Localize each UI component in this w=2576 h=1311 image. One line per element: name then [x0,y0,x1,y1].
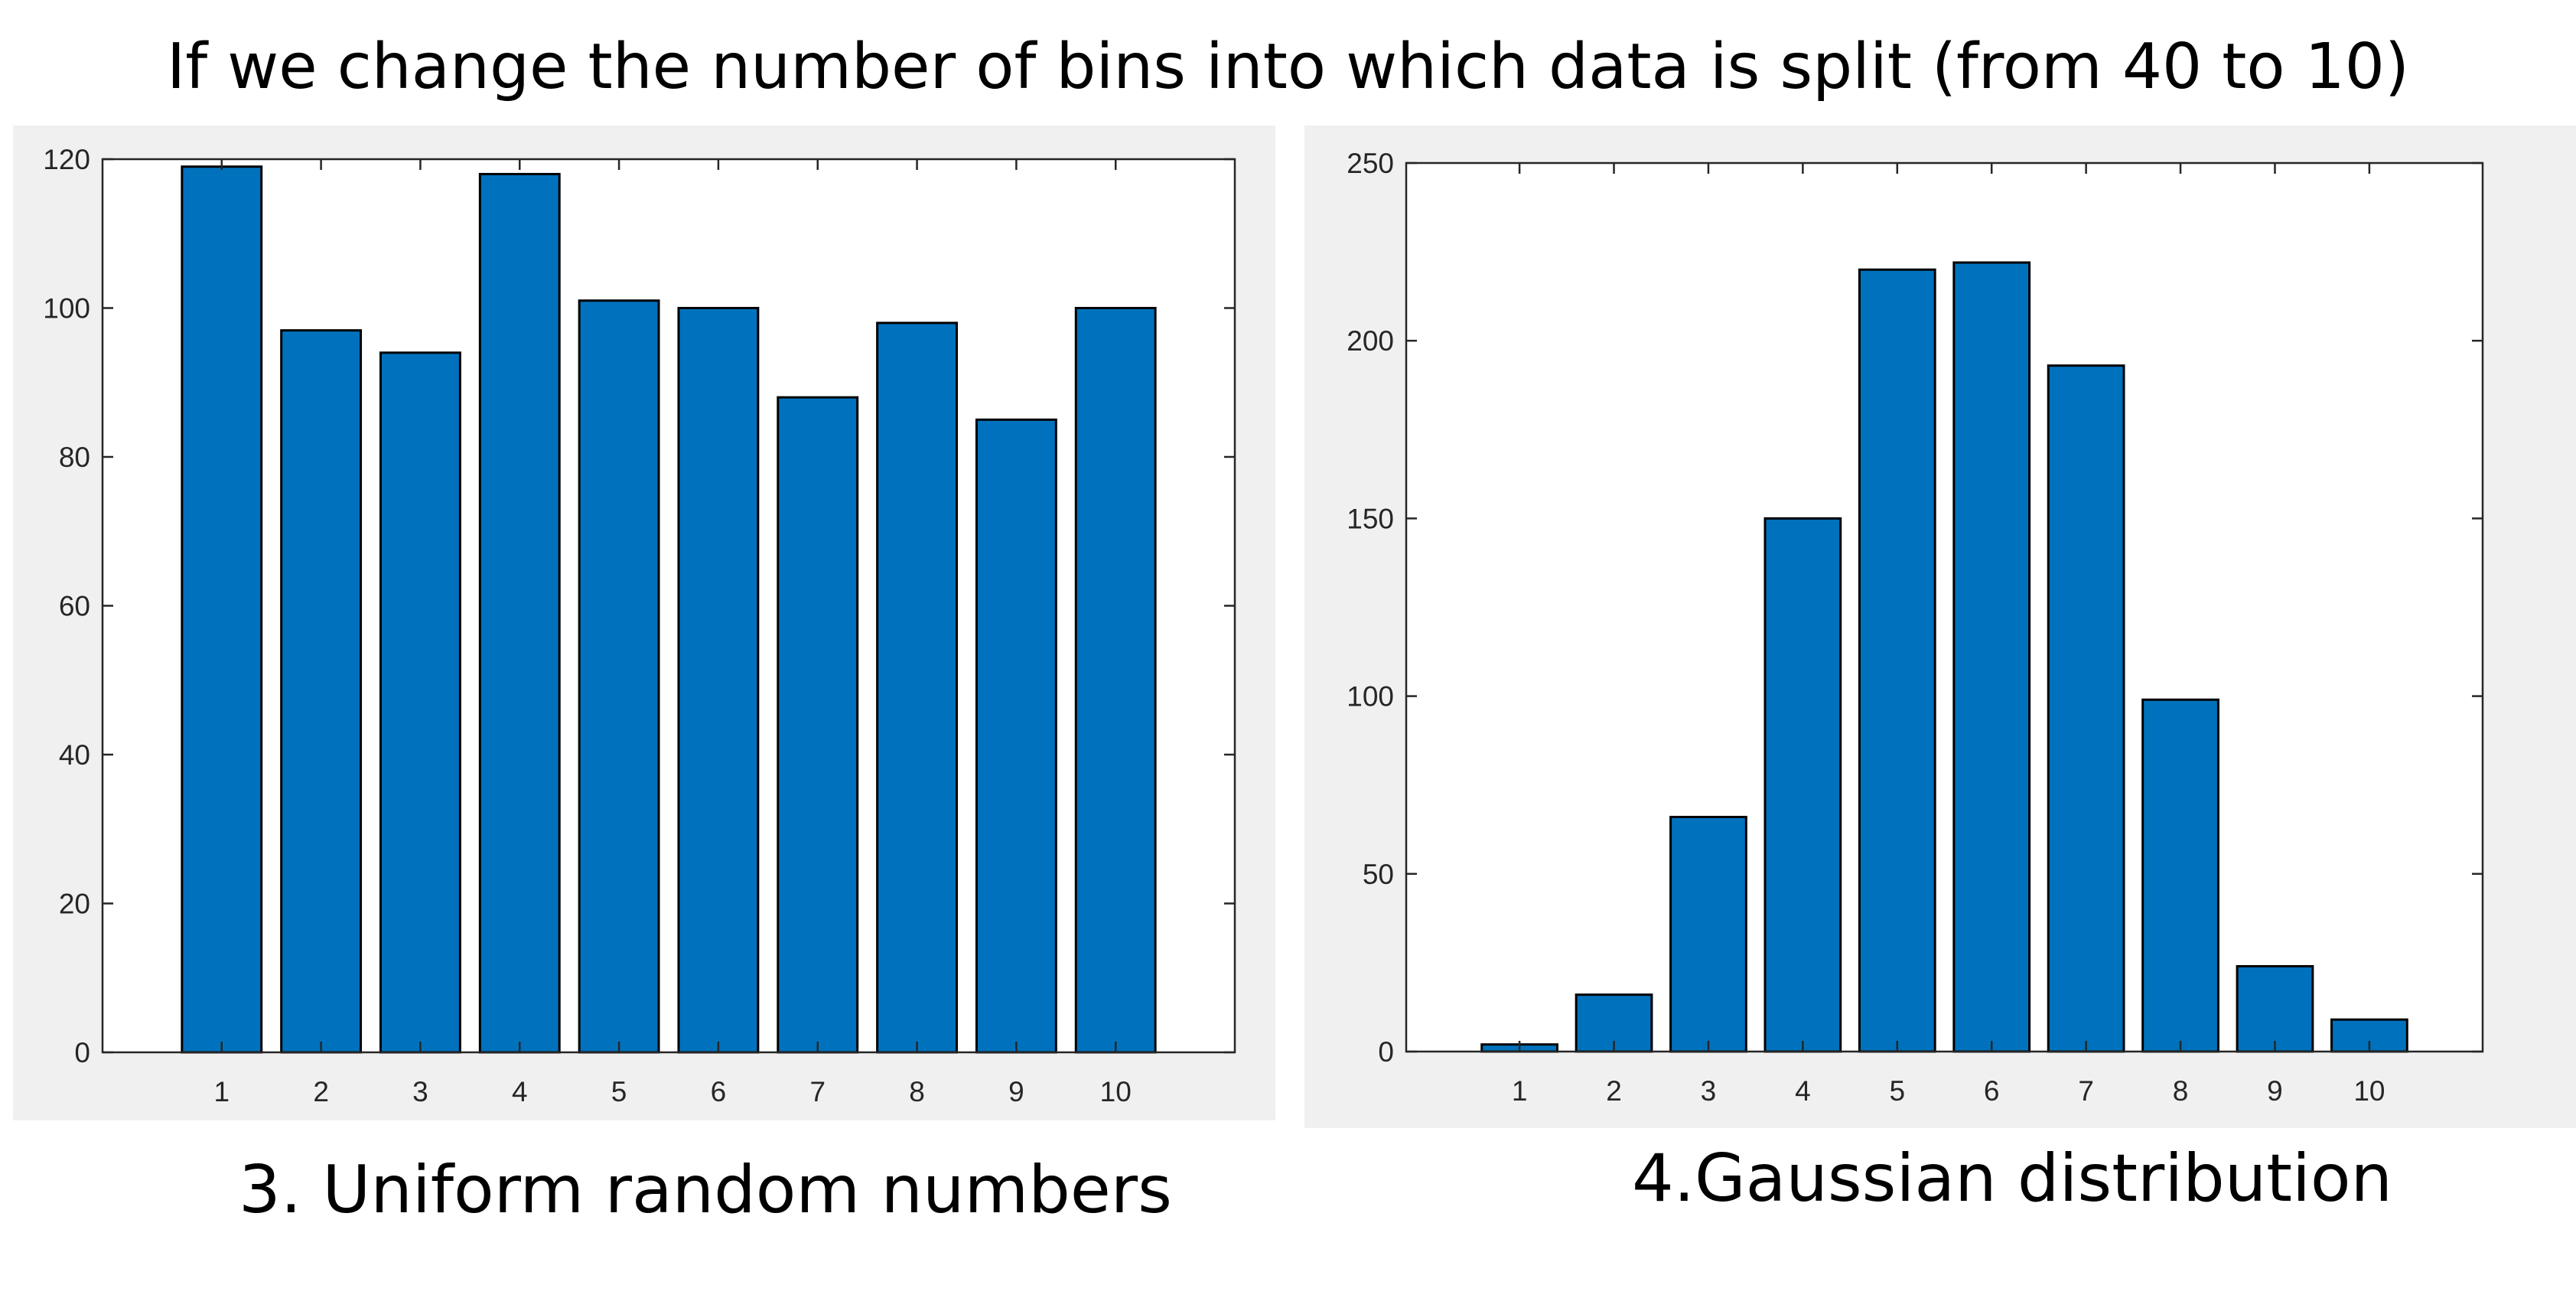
uniform-bar-5 [578,299,660,1054]
uniform-y-tick-label: 120 [43,144,90,175]
gaussian-bar-3 [1669,815,1747,1053]
gaussian-x-tick-label: 9 [2267,1075,2283,1107]
gaussian-histogram-caption: 4.Gaussian distribution [1631,1140,2393,1217]
uniform-y-tick-label: 20 [59,889,90,920]
uniform-histogram-panel: 1 2 3 4 5 6 7 8 9 10 0 20 40 60 80 100 120 [13,126,1275,1120]
gaussian-plot-area [1406,163,2483,1052]
gaussian-bar-8 [2141,698,2219,1053]
gaussian-bar-5 [1858,268,1936,1053]
uniform-histogram-caption: 3. Uniform random numbers [239,1152,1172,1228]
uniform-x-tick-label: 9 [1008,1076,1024,1107]
gaussian-bar-6 [1952,261,2031,1053]
gaussian-axes-box [1405,161,2484,1053]
uniform-bar-2 [280,329,363,1054]
gaussian-x-tick-label: 2 [1606,1075,1622,1107]
uniform-x-tick-label: 3 [412,1076,428,1107]
uniform-x-tick-label: 2 [313,1076,329,1107]
uniform-x-tick-label: 7 [809,1076,826,1107]
gaussian-x-tick-label: 3 [1701,1075,1717,1107]
uniform-x-tick-label: 8 [909,1076,925,1107]
uniform-y-tick-label: 100 [43,293,90,324]
gaussian-bar-7 [2047,364,2125,1053]
uniform-y-tick-label: 0 [74,1037,90,1068]
gaussian-y-tick-label: 0 [1378,1036,1394,1068]
uniform-bar-10 [1074,307,1157,1054]
uniform-x-tick-label: 6 [711,1076,727,1107]
uniform-y-tick-label: 40 [59,739,90,771]
gaussian-histogram-panel: 1 2 3 4 5 6 7 8 9 10 0 50 100 150 200 250 [1304,126,2576,1128]
gaussian-x-tick-label: 8 [2173,1075,2189,1107]
uniform-x-tick-label: 10 [1100,1076,1132,1107]
uniform-plot-area [103,159,1235,1052]
gaussian-bar-4 [1763,517,1842,1053]
gaussian-y-tick-label: 100 [1347,681,1394,713]
uniform-bar-4 [478,172,561,1054]
uniform-x-tick-label: 4 [512,1076,528,1107]
uniform-y-tick-label: 60 [59,591,90,622]
page-title: If we change the number of bins into whi… [167,31,2409,103]
uniform-bar-6 [677,307,760,1054]
gaussian-y-tick-label: 200 [1347,325,1394,357]
uniform-y-tick-label: 80 [59,442,90,473]
uniform-bar-1 [181,165,263,1054]
gaussian-x-tick-label: 10 [2353,1075,2385,1107]
gaussian-y-tick-label: 250 [1347,148,1394,179]
gaussian-y-tick-label: 50 [1363,859,1394,890]
gaussian-x-tick-label: 6 [1984,1075,2000,1107]
uniform-x-tick-label: 5 [611,1076,627,1107]
uniform-bar-8 [876,321,958,1054]
uniform-bar-7 [777,396,859,1054]
gaussian-x-tick-label: 5 [1890,1075,1906,1107]
gaussian-x-tick-label: 7 [2078,1075,2094,1107]
uniform-bar-9 [975,418,1057,1054]
gaussian-x-tick-label: 1 [1512,1075,1528,1107]
uniform-bar-3 [379,351,461,1054]
uniform-x-tick-label: 1 [214,1076,230,1107]
gaussian-bar-9 [2236,965,2314,1053]
gaussian-y-tick-label: 150 [1347,503,1394,534]
gaussian-x-tick-label: 4 [1795,1075,1811,1107]
